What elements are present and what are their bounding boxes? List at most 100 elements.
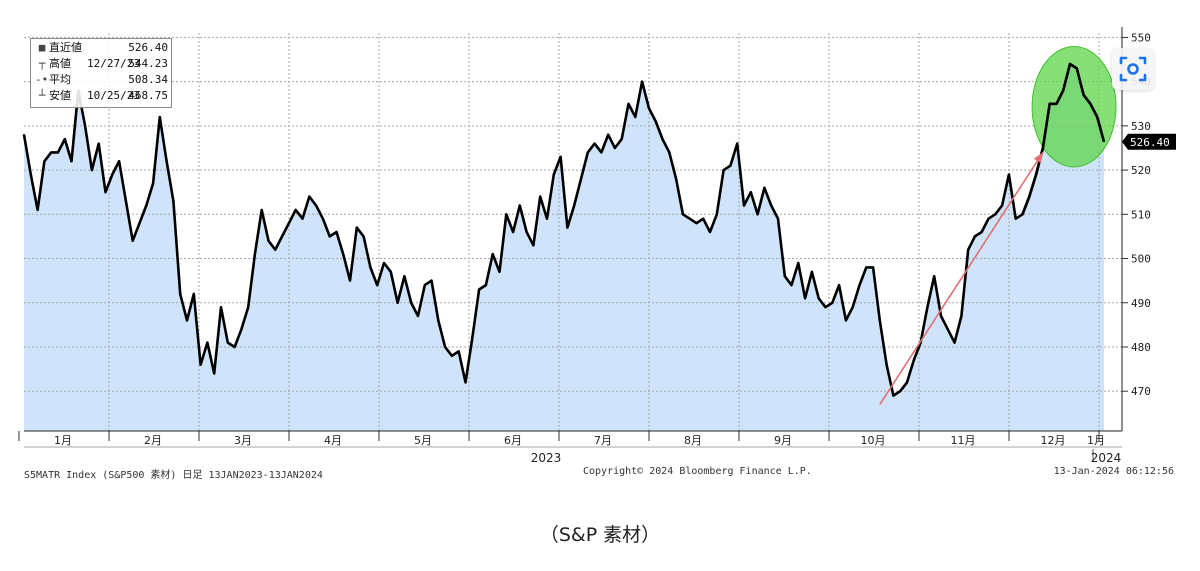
data-point [220,306,222,309]
legend-value-high: 544.23 [128,57,168,70]
data-point [43,160,46,162]
data-point [430,279,433,282]
data-point [315,204,317,207]
data-point [607,133,609,136]
data-point [668,151,671,154]
data-point [308,195,311,198]
series-line [22,62,1106,397]
data-point [885,363,888,366]
data-point [84,125,86,127]
legend-row-low: ┴ 安値 10/25/23 468.75 [31,88,171,104]
legend-mark-last: ■ [38,41,46,54]
data-point [294,209,297,211]
highlight-ellipse [1031,46,1117,168]
x-tick-label: 11月 [951,434,976,447]
data-point [824,306,827,309]
data-point [587,151,589,154]
year-label-2023: 2023 [531,451,562,465]
data-point [620,138,623,140]
y-tick-label: 480 [1131,341,1151,354]
data-point [64,138,66,140]
data-point [111,173,114,176]
chart-area: 4704804905005105205305405501月2月3月4月5月6月7… [18,27,1176,481]
data-point [417,315,419,317]
data-point [444,346,446,348]
data-point [688,217,691,220]
data-point [933,275,935,278]
data-point [994,213,997,216]
legend-value-last: 526.40 [128,41,168,54]
data-point [227,341,229,344]
data-point [661,138,664,140]
data-point [91,169,93,171]
data-point [349,279,351,282]
series-area [24,64,1104,431]
data-point [138,222,141,224]
legend-date-high: 12/27/23 [87,57,140,70]
data-point [240,328,243,331]
series-line-highlight [1021,62,1106,215]
data-point [797,262,800,264]
data-point [940,315,942,317]
data-point [281,235,283,238]
data-point [600,151,603,154]
year-label-2024: 2024 [1091,451,1122,465]
x-tick-label: 5月 [414,434,432,447]
last-value-label: 526.40 [1130,136,1170,149]
x-tick-label: 8月 [684,434,702,447]
x-tick-label: 10月 [861,434,886,447]
data-point [396,302,399,304]
chart-plot: 4704804905005105205305405501月2月3月4月5月6月7… [18,27,1176,465]
data-point [695,222,698,224]
data-point [437,319,440,322]
x-tick-label: 2月 [144,434,162,447]
data-point [362,235,365,238]
data-point [457,350,460,353]
data-point [736,142,738,145]
data-point [899,390,901,393]
data-point [451,355,453,357]
data-point [770,204,772,207]
legend-row-last: ■ 直近値 526.40 [31,40,171,56]
data-point [145,204,148,207]
footer-copyright: Copyright© 2024 Bloomberg Finance L.P. [583,466,812,477]
y-tick-label: 550 [1131,31,1151,44]
data-point [464,381,467,384]
data-point [559,156,562,158]
data-point [614,147,616,149]
data-point [926,306,929,309]
data-point [580,178,582,180]
data-point [125,200,127,202]
data-point [729,164,732,167]
data-point [811,271,813,273]
data-point [987,217,990,220]
x-tick-label: 7月 [594,434,612,447]
legend-date-low: 10/25/23 [87,89,140,102]
data-point [648,107,650,109]
data-point [790,284,793,286]
data-point [478,288,480,291]
y-tick-label: 510 [1131,208,1151,221]
y-tick-label: 490 [1131,297,1151,310]
data-point [193,293,195,295]
data-point [906,381,908,384]
data-point [36,209,39,211]
focus-lens-icon[interactable] [1112,48,1154,90]
data-point [199,363,202,366]
data-point [1008,173,1010,176]
data-point [539,195,541,198]
data-point [967,248,969,251]
trend-arrow-head [1033,152,1043,164]
data-point [30,173,32,176]
x-tick-label: 1月 [54,434,72,447]
data-point [756,213,759,216]
data-point [743,204,745,207]
x-tick-label: 6月 [504,434,522,447]
data-point [750,191,752,193]
data-point [865,266,868,269]
data-point [471,337,474,339]
x-tick-label: 4月 [324,434,342,447]
data-point [172,200,175,202]
legend-label-high: 高値 [49,57,71,70]
x-tick-label: 12月 [1041,434,1066,447]
